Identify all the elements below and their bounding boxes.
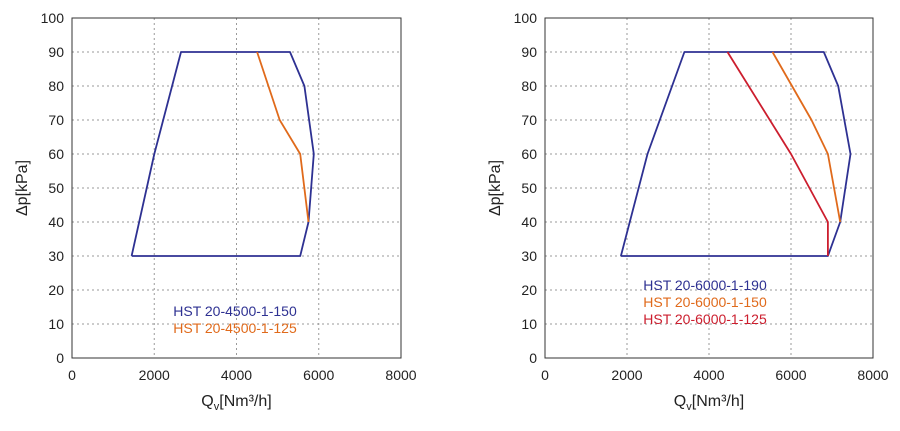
series-line-3 bbox=[726, 51, 829, 256]
legend-entry: HST 20-4500-1-150 bbox=[173, 303, 297, 319]
legend-entry: HST 20-6000-1-150 bbox=[643, 294, 767, 310]
x-tick-label: 4000 bbox=[693, 367, 724, 383]
y-tick-label: 20 bbox=[521, 282, 537, 298]
y-tick-label: 10 bbox=[48, 316, 64, 332]
x-tick-label: 2000 bbox=[139, 367, 170, 383]
legend-entry: HST 20-6000-1-125 bbox=[643, 311, 767, 327]
x-axis-title: Qv[Nm³/h] bbox=[201, 393, 271, 413]
y-tick-label: 40 bbox=[48, 214, 64, 230]
x-tick-label: 6000 bbox=[303, 367, 334, 383]
series-line-1 bbox=[130, 51, 315, 257]
y-tick-label: 90 bbox=[48, 44, 64, 60]
y-tick-label: 80 bbox=[521, 78, 537, 94]
y-axis-title: Δp[kPa] bbox=[14, 160, 31, 216]
plot-frame bbox=[71, 17, 402, 359]
y-tick-label: 0 bbox=[529, 350, 537, 366]
series-line-2 bbox=[771, 51, 842, 223]
y-tick-label: 30 bbox=[521, 248, 537, 264]
y-tick-label: 50 bbox=[521, 180, 537, 196]
chart-2: 0 10 20 30 40 50 60 70 80 90 100 0 2000 4000 6000 8000 Q… bbox=[487, 10, 889, 413]
series-line-1 bbox=[620, 51, 852, 257]
y-tick-label: 70 bbox=[521, 112, 537, 128]
x-tick-label: 0 bbox=[68, 367, 76, 383]
y-tick-label: 20 bbox=[48, 282, 64, 298]
y-tick-label: 90 bbox=[521, 44, 537, 60]
legend-entry: HST 20-4500-1-125 bbox=[173, 320, 297, 336]
x-axis-title: Qv[Nm³/h] bbox=[674, 393, 744, 413]
legend-entry: HST 20-6000-1-190 bbox=[643, 277, 767, 293]
y-tick-label: 80 bbox=[48, 78, 64, 94]
x-tick-label: 2000 bbox=[611, 367, 642, 383]
chart-1: 0 10 20 30 40 50 60 70 80 90 100 0 2000 4000 6000 8000 Q… bbox=[14, 10, 417, 413]
plot-frame bbox=[544, 17, 874, 359]
y-tick-label: 50 bbox=[48, 180, 64, 196]
y-tick-label: 0 bbox=[56, 350, 64, 366]
y-tick-label: 60 bbox=[521, 146, 537, 162]
y-tick-label: 30 bbox=[48, 248, 64, 264]
x-tick-label: 6000 bbox=[775, 367, 806, 383]
y-tick-label: 100 bbox=[41, 10, 65, 26]
x-tick-label: 4000 bbox=[221, 367, 252, 383]
y-tick-label: 100 bbox=[514, 10, 538, 26]
y-tick-label: 40 bbox=[521, 214, 537, 230]
x-tick-label: 8000 bbox=[857, 367, 888, 383]
series-line-2 bbox=[256, 51, 310, 223]
y-tick-label: 60 bbox=[48, 146, 64, 162]
y-tick-label: 10 bbox=[521, 316, 537, 332]
x-tick-label: 0 bbox=[541, 367, 549, 383]
y-tick-label: 70 bbox=[48, 112, 64, 128]
y-axis-title: Δp[kPa] bbox=[487, 160, 504, 216]
x-tick-label: 8000 bbox=[385, 367, 416, 383]
